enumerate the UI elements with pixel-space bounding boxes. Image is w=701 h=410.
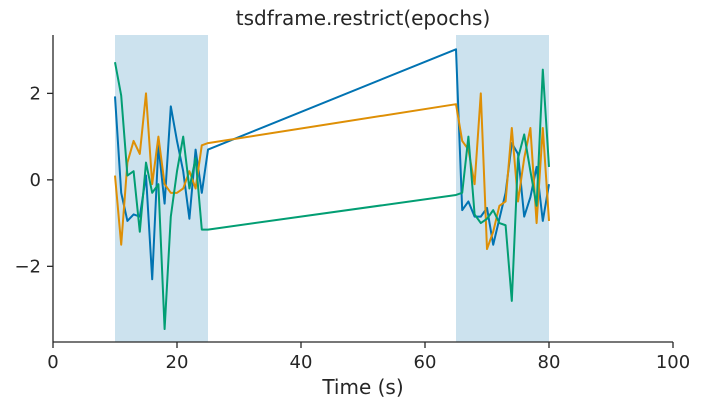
x-tick-label: 60 xyxy=(414,352,437,373)
series-layer xyxy=(114,48,550,331)
x-axis-label: Time (s) xyxy=(321,375,403,399)
y-tick-label: −2 xyxy=(14,256,41,277)
chart-title: tsdframe.restrict(epochs) xyxy=(236,6,491,30)
x-tick-label: 80 xyxy=(538,352,561,373)
x-tick-label: 20 xyxy=(166,352,189,373)
axis-layer xyxy=(52,35,673,343)
y-tick-label: 0 xyxy=(30,170,41,191)
y-tick-label: 2 xyxy=(30,83,41,104)
x-tick-label: 100 xyxy=(656,352,690,373)
x-tick-label: 40 xyxy=(290,352,313,373)
tick-layer: 0 20 40 60 80 100 −2 0 2 xyxy=(14,83,690,373)
series-line-0 xyxy=(114,48,550,281)
series-line-2 xyxy=(114,62,550,331)
x-tick-label: 0 xyxy=(47,352,58,373)
epoch-region-1 xyxy=(115,35,208,342)
